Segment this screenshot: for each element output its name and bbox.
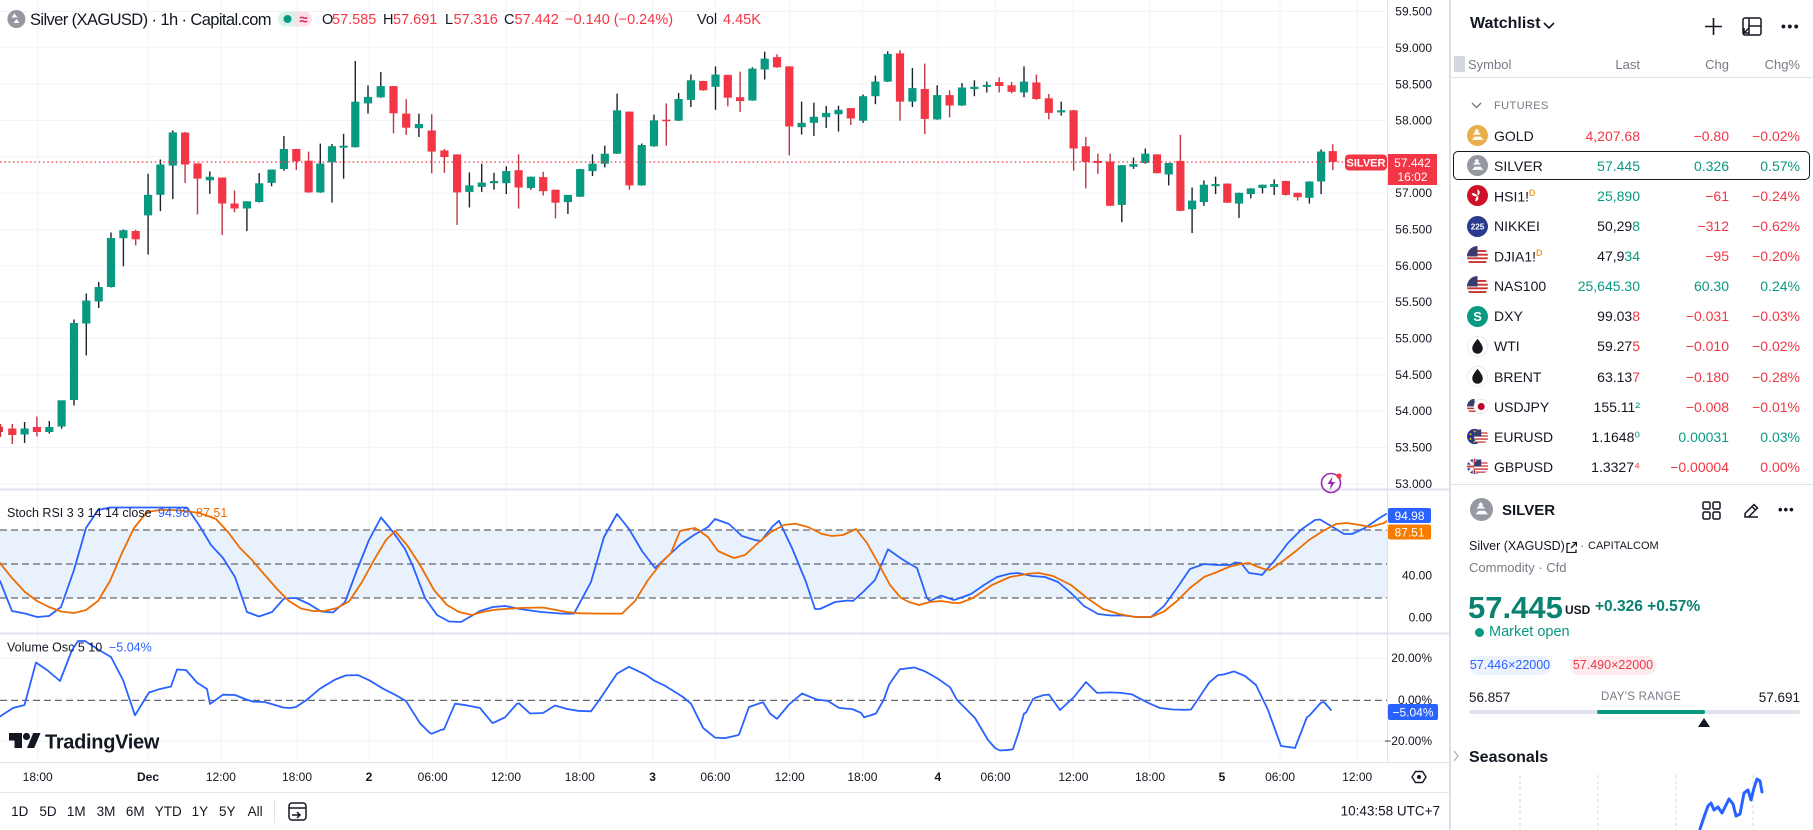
svg-text:225: 225 <box>1471 222 1485 231</box>
svg-text:6M: 6M <box>126 804 145 819</box>
svg-text:16:02: 16:02 <box>1397 170 1427 184</box>
svg-text:57.316: 57.316 <box>454 12 498 28</box>
svg-text:06:00: 06:00 <box>418 770 448 784</box>
svg-text:57.000: 57.000 <box>1395 186 1432 200</box>
svg-text:55.500: 55.500 <box>1395 295 1432 309</box>
svg-text:Volume Osc 5 10: Volume Osc 5 10 <box>7 641 102 655</box>
svg-text:3M: 3M <box>97 804 116 819</box>
svg-text:O: O <box>322 12 333 28</box>
svg-text:H: H <box>383 12 393 28</box>
svg-text:56.500: 56.500 <box>1395 223 1432 237</box>
svg-text:−0.140 (−0.24%): −0.140 (−0.24%) <box>565 12 673 28</box>
svg-text:10:43:58 UTC+7: 10:43:58 UTC+7 <box>1341 804 1440 819</box>
svg-text:All: All <box>248 804 263 819</box>
svg-text:06:00: 06:00 <box>700 770 730 784</box>
svg-text:YTD: YTD <box>155 804 182 819</box>
svg-text:≈: ≈ <box>299 12 307 29</box>
svg-text:57.442: 57.442 <box>515 12 559 28</box>
svg-text:12:00: 12:00 <box>491 770 521 784</box>
svg-text:57.585: 57.585 <box>332 12 376 28</box>
svg-text:12:00: 12:00 <box>206 770 236 784</box>
svg-text:5Y: 5Y <box>219 804 236 819</box>
svg-text:−5.04%: −5.04% <box>1392 705 1433 719</box>
svg-text:4: 4 <box>934 770 941 784</box>
svg-text:54.500: 54.500 <box>1395 368 1432 382</box>
svg-text:3: 3 <box>649 770 656 784</box>
svg-text:C: C <box>504 12 514 28</box>
svg-text:1M: 1M <box>67 804 86 819</box>
svg-text:1D: 1D <box>11 804 29 819</box>
svg-text:5D: 5D <box>39 804 57 819</box>
svg-text:53.500: 53.500 <box>1395 441 1432 455</box>
svg-text:TradingView: TradingView <box>45 732 160 754</box>
svg-text:06:00: 06:00 <box>1265 770 1295 784</box>
svg-text:59.000: 59.000 <box>1395 41 1432 55</box>
svg-text:0.00%: 0.00% <box>1398 693 1432 707</box>
svg-text:Dec: Dec <box>137 770 159 784</box>
svg-text:12:00: 12:00 <box>1058 770 1088 784</box>
svg-text:53.000: 53.000 <box>1395 477 1432 491</box>
svg-text:18:00: 18:00 <box>847 770 877 784</box>
svg-text:Vol: Vol <box>697 12 717 28</box>
svg-text:18:00: 18:00 <box>565 770 595 784</box>
svg-text:5: 5 <box>1219 770 1226 784</box>
svg-text:06:00: 06:00 <box>980 770 1010 784</box>
svg-text:94.98: 94.98 <box>1394 509 1424 523</box>
svg-text:56.000: 56.000 <box>1395 259 1432 273</box>
svg-text:18:00: 18:00 <box>23 770 53 784</box>
svg-text:57.691: 57.691 <box>393 12 437 28</box>
svg-text:18:00: 18:00 <box>1135 770 1165 784</box>
svg-text:57.442: 57.442 <box>1394 156 1431 170</box>
svg-text:20.00%: 20.00% <box>1391 651 1432 665</box>
svg-text:L: L <box>445 12 453 28</box>
svg-text:87.51: 87.51 <box>1394 525 1424 539</box>
svg-text:0.00: 0.00 <box>1409 610 1433 624</box>
svg-text:58.500: 58.500 <box>1395 77 1432 91</box>
svg-text:54.000: 54.000 <box>1395 404 1432 418</box>
svg-text:4.45K: 4.45K <box>723 12 761 28</box>
svg-text:2: 2 <box>366 770 373 784</box>
svg-text:1Y: 1Y <box>192 804 209 819</box>
svg-text:SILVER: SILVER <box>1347 158 1386 170</box>
svg-text:87.51: 87.51 <box>196 506 227 520</box>
svg-text:−20.00%: −20.00% <box>1384 734 1432 748</box>
svg-text:59.500: 59.500 <box>1395 5 1432 19</box>
svg-text:Silver (XAGUSD) · 1h · Capital: Silver (XAGUSD) · 1h · Capital.com <box>30 11 271 29</box>
svg-text:55.000: 55.000 <box>1395 332 1432 346</box>
svg-text:18:00: 18:00 <box>282 770 312 784</box>
svg-text:Stoch RSI 3 3 14 14 close: Stoch RSI 3 3 14 14 close <box>7 506 152 520</box>
svg-text:40.00: 40.00 <box>1402 568 1432 582</box>
svg-text:12:00: 12:00 <box>1342 770 1372 784</box>
svg-text:12:00: 12:00 <box>775 770 805 784</box>
svg-text:S: S <box>1473 309 1482 324</box>
svg-text:58.000: 58.000 <box>1395 114 1432 128</box>
svg-text:94.98: 94.98 <box>158 506 189 520</box>
svg-text:−5.04%: −5.04% <box>109 641 152 655</box>
